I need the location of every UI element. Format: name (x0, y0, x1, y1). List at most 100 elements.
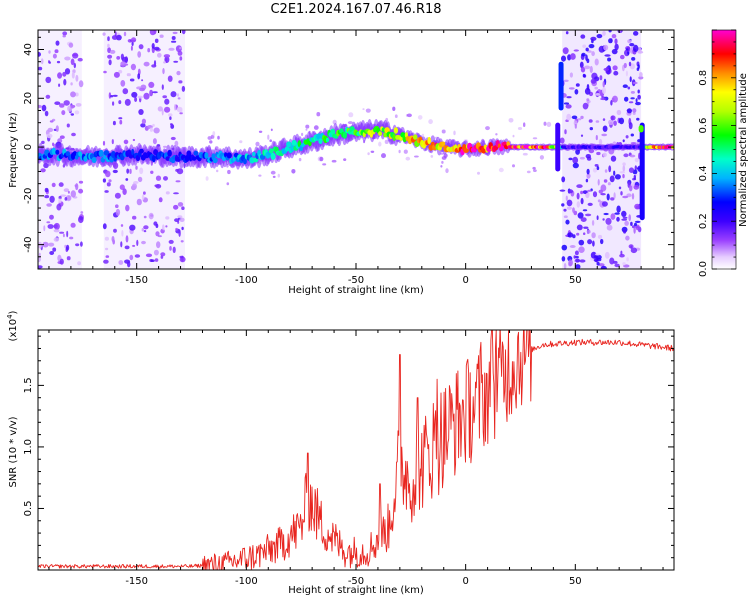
noise-speckle (49, 195, 55, 203)
noise-speckle (622, 165, 626, 172)
noise-speckle (75, 183, 79, 191)
noise-speckle (62, 35, 66, 38)
noise-speckle (179, 56, 183, 61)
noise-speckle (40, 58, 44, 65)
noise-speckle (78, 188, 84, 194)
noise-speckle (108, 59, 112, 66)
noise-speckle (160, 252, 166, 257)
noise-speckle (635, 224, 640, 231)
noise-speckle (633, 44, 639, 53)
noise-speckle (586, 229, 591, 234)
noise-speckle (46, 221, 51, 224)
noise-speckle (567, 189, 574, 194)
noise-speckle (559, 189, 566, 192)
x-tick-label: -100 (235, 275, 258, 286)
noise-speckle (125, 178, 129, 181)
noise-speckle (62, 31, 68, 36)
noise-speckle (179, 112, 183, 115)
noise-speckle (45, 76, 52, 84)
snr-panel: -150 -100 -50 0 50 0.5 1.0 1.5 Height of strai… (6, 310, 675, 596)
noise-speckle (580, 66, 586, 73)
noise-speckle (631, 193, 635, 200)
noise-speckle (627, 86, 631, 90)
noise-speckle (582, 209, 588, 212)
noise-speckle (163, 176, 168, 181)
noise-speckle (155, 175, 162, 181)
figure-title: C2E1.2024.167.07.46.R18 (270, 2, 442, 17)
noise-speckle (169, 116, 172, 120)
noise-speckle (112, 101, 115, 106)
noise-speckle (637, 89, 640, 94)
noise-speckle (576, 184, 583, 189)
noise-speckle (600, 193, 606, 196)
noise-speckle (592, 191, 598, 198)
noise-speckle (177, 97, 181, 100)
noise-speckle (596, 34, 603, 39)
speckle (205, 176, 209, 181)
noise-speckle (630, 91, 636, 94)
noise-speckle (129, 224, 136, 231)
noise-speckle (585, 213, 592, 217)
y-tick-label: 20 (23, 92, 34, 105)
noise-speckle (602, 125, 608, 132)
noise-speckle (610, 213, 616, 220)
ridge-cell (427, 136, 432, 145)
ridge-cell (270, 152, 276, 160)
spectrogram-panel: -150 -100 -50 0 50 -40 -20 0 20 40 Height of str… (8, 29, 675, 296)
noise-speckle (54, 49, 59, 54)
noise-speckle (44, 195, 50, 199)
noise-speckle (583, 232, 586, 235)
speckle (217, 135, 220, 140)
ridge-cell (290, 144, 295, 153)
colorbar-tick-label: 0.4 (698, 165, 709, 181)
noise-speckle (102, 178, 106, 183)
noise-speckle (583, 226, 589, 229)
x-tick-label: -50 (348, 576, 364, 587)
noise-speckle (636, 117, 640, 121)
noise-speckle (147, 48, 151, 53)
noise-speckle (113, 71, 120, 78)
noise-speckle (116, 34, 122, 41)
ridge-cell (212, 157, 218, 164)
snr-series-line (38, 330, 674, 570)
noise-speckle (587, 202, 593, 206)
noise-speckle (68, 42, 74, 48)
noise-speckle (625, 135, 629, 139)
noise-speckle (606, 193, 610, 201)
noise-speckle (78, 180, 84, 184)
noise-speckle (105, 255, 110, 258)
noise-speckle (66, 123, 70, 128)
noise-speckle (150, 214, 154, 217)
noise-speckle (616, 109, 622, 116)
noise-speckle (112, 169, 118, 174)
ridge-cell (399, 136, 403, 141)
speckle (348, 112, 354, 118)
noise-speckle (125, 235, 129, 243)
y-tick-label: 1.0 (23, 439, 34, 455)
speckle (477, 171, 480, 175)
noise-speckle (141, 228, 144, 232)
noise-speckle (580, 134, 584, 137)
noise-speckle (597, 179, 600, 186)
noise-speckle (585, 47, 589, 52)
noise-speckle (112, 120, 116, 126)
noise-speckle (115, 208, 121, 216)
noise-speckle (53, 237, 60, 242)
noise-speckle (565, 104, 572, 109)
speckle (301, 132, 304, 137)
speckle (226, 182, 230, 186)
noise-speckle (586, 173, 591, 179)
noise-speckle (47, 224, 54, 229)
y-tick-label: 40 (23, 43, 34, 56)
speckle (405, 156, 411, 161)
noise-speckle (577, 212, 584, 219)
noise-speckle (111, 236, 115, 242)
noise-speckle (143, 215, 147, 219)
spectrogram-y-ticks: -40 -20 0 20 40 (23, 36, 674, 270)
noise-speckle (168, 239, 174, 244)
ridge-cell (325, 137, 330, 143)
noise-speckle (143, 92, 150, 100)
ridge-cell (441, 141, 446, 146)
noise-speckle (38, 256, 41, 263)
noise-speckle (118, 69, 123, 74)
